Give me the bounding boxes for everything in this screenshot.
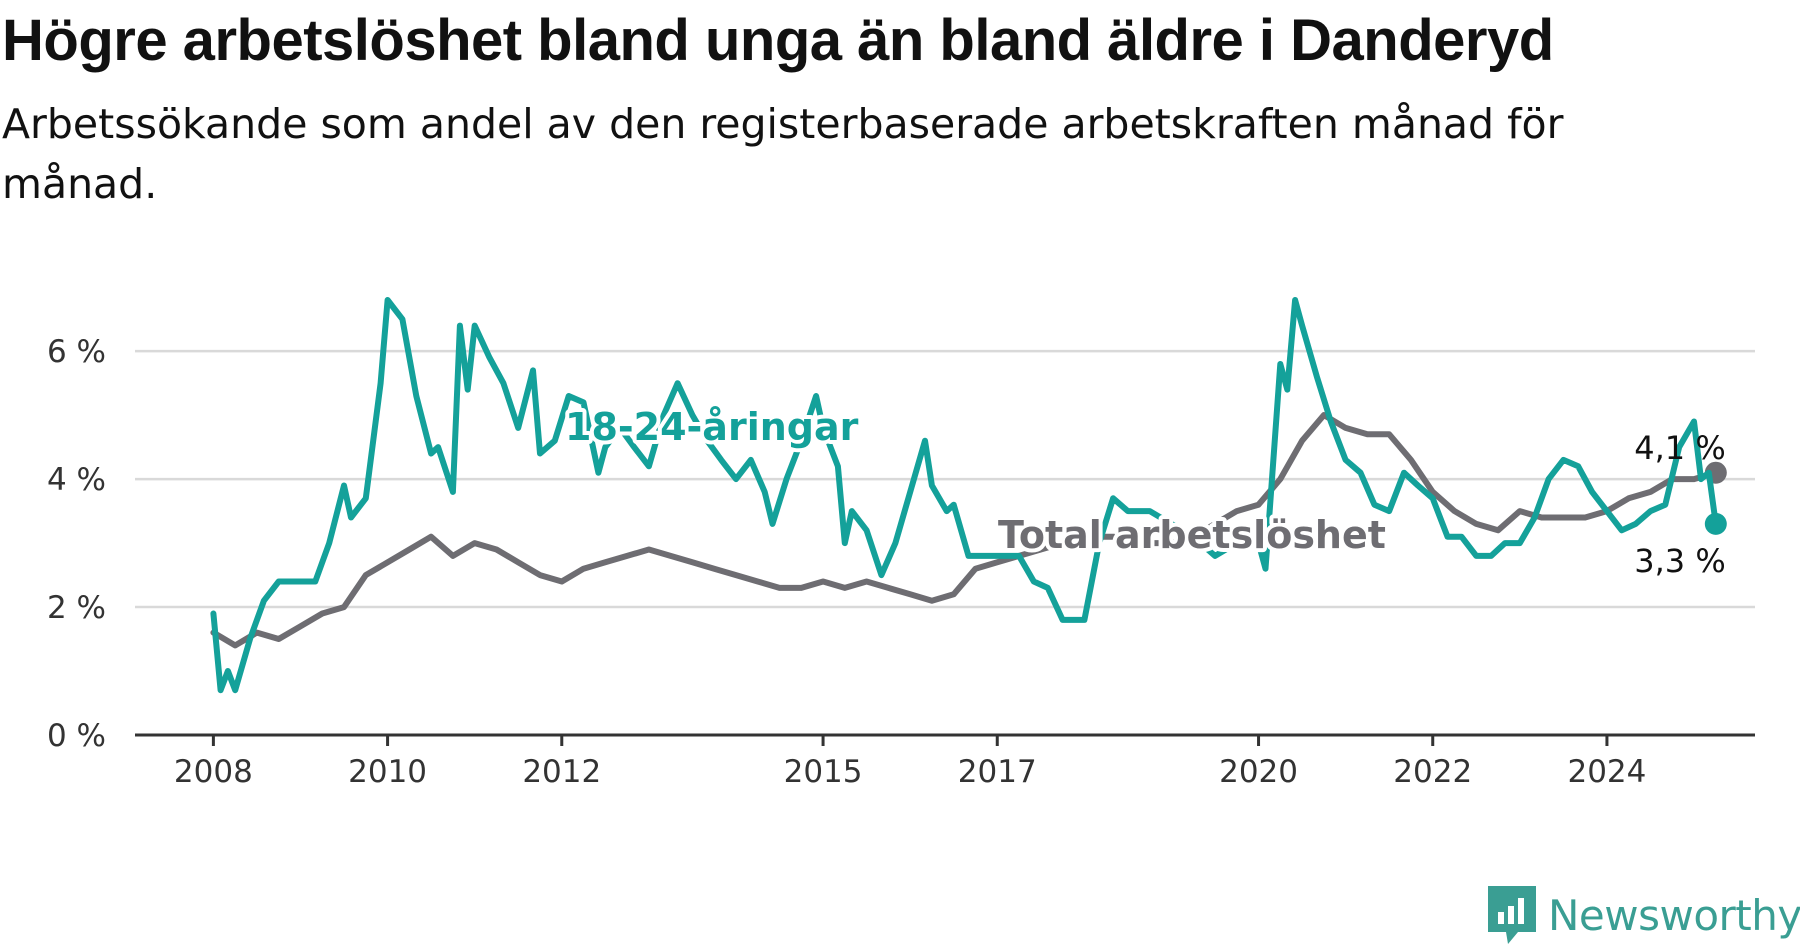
x-tick-label: 2012 (522, 754, 601, 790)
y-axis-ticks: 0 % 2 % 4 % 6 % (47, 334, 106, 754)
youth-series-label: 18-24-åringar (565, 405, 859, 449)
x-tick-label: 2010 (348, 754, 427, 790)
x-tick-label: 2008 (174, 754, 253, 790)
youth-series-line (210, 297, 1719, 694)
y-tick-label: 2 % (47, 590, 106, 626)
chart-subtitle: Arbetssökande som andel av den registerb… (2, 100, 1564, 208)
x-tick-label: 2017 (958, 754, 1037, 790)
x-tick-label: 2015 (784, 754, 863, 790)
total-series-label: Total arbetslöshet (998, 513, 1386, 557)
y-tick-label: 0 % (47, 718, 106, 754)
gridlines (135, 349, 1755, 609)
newsworthy-logo-text: Newsworthy (1548, 890, 1800, 940)
chart-title: Högre arbetslöshet bland unga än bland ä… (2, 8, 1554, 73)
youth-end-point (1704, 512, 1727, 535)
total-series-line (210, 412, 1719, 649)
newsworthy-logo: Newsworthy (1488, 886, 1800, 944)
youth-end-label: 3,3 % (1634, 542, 1725, 580)
series-lines (210, 297, 1727, 694)
x-tick-label: 2020 (1219, 754, 1298, 790)
x-tick-label: 2022 (1393, 754, 1472, 790)
newsworthy-logo-icon (1488, 886, 1536, 944)
total-end-label: 4,1 % (1634, 429, 1725, 467)
y-tick-label: 4 % (47, 462, 106, 498)
series-labels: 18-24-åringar Total arbetslöshet 4,1 % 3,3 … (561, 401, 1726, 580)
x-tick-label: 2024 (1567, 754, 1646, 790)
x-axis: 2008 2010 2012 2015 2017 2020 2022 2024 (135, 733, 1755, 790)
y-tick-label: 6 % (47, 334, 106, 370)
